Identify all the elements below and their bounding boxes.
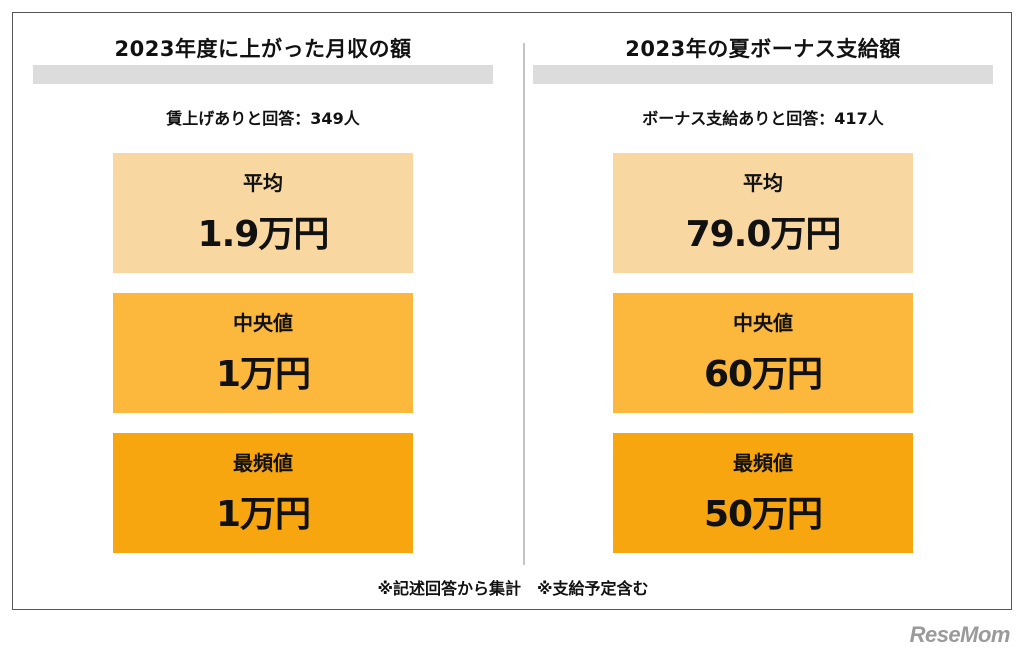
stat-card-mode: 最頻値 1万円 bbox=[113, 433, 413, 553]
summer-bonus-panel: 2023年の夏ボーナス支給額 ボーナス支給ありと回答：417人 平均 79.0万… bbox=[533, 13, 993, 573]
stat-card-average: 平均 79.0万円 bbox=[613, 153, 913, 273]
stat-value: 1万円 bbox=[215, 494, 311, 535]
stat-value: 50万円 bbox=[703, 494, 823, 535]
stat-label: 平均 bbox=[243, 171, 283, 195]
respondent-count: 賃上げありと回答：349人 bbox=[166, 109, 360, 128]
stat-value: 60万円 bbox=[703, 354, 823, 395]
heading-underline-bar bbox=[33, 65, 493, 84]
footnote: ※記述回答から集計 ※支給予定含む bbox=[377, 579, 649, 598]
respondent-count: ボーナス支給ありと回答：417人 bbox=[642, 109, 884, 128]
stat-card-median: 中央値 60万円 bbox=[613, 293, 913, 413]
stat-value: 1万円 bbox=[215, 354, 311, 395]
panel-divider bbox=[523, 43, 525, 565]
monthly-income-panel: 2023年度に上がった月収の額 賃上げありと回答：349人 平均 1.9万円 中… bbox=[33, 13, 493, 573]
stat-value: 1.9万円 bbox=[197, 214, 330, 255]
panel-title: 2023年度に上がった月収の額 bbox=[114, 37, 412, 61]
stat-label: 中央値 bbox=[733, 311, 793, 335]
stat-value: 79.0万円 bbox=[685, 214, 842, 255]
stat-label: 中央値 bbox=[233, 311, 293, 335]
stat-label: 最頻値 bbox=[733, 451, 793, 475]
panel-title: 2023年の夏ボーナス支給額 bbox=[625, 37, 901, 61]
stat-card-mode: 最頻値 50万円 bbox=[613, 433, 913, 553]
stat-card-median: 中央値 1万円 bbox=[113, 293, 413, 413]
infographic-frame: 2023年度に上がった月収の額 賃上げありと回答：349人 平均 1.9万円 中… bbox=[12, 12, 1012, 610]
resemom-logo: ReseMom bbox=[909, 622, 1011, 647]
heading-underline-bar bbox=[533, 65, 993, 84]
stat-label: 最頻値 bbox=[233, 451, 293, 475]
stat-card-average: 平均 1.9万円 bbox=[113, 153, 413, 273]
stat-label: 平均 bbox=[743, 171, 783, 195]
